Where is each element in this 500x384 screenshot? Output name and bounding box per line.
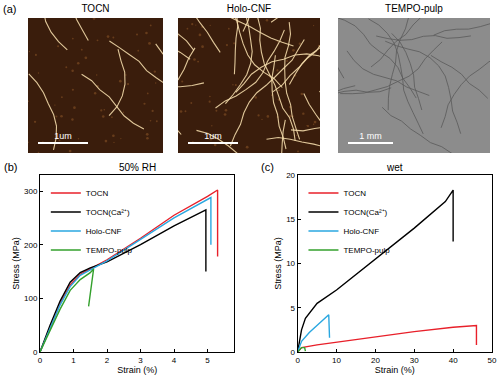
svg-text:300: 300 — [24, 187, 38, 196]
svg-text:200: 200 — [24, 241, 38, 250]
svg-text:0: 0 — [33, 348, 38, 357]
svg-text:Holo-CNF: Holo-CNF — [343, 227, 379, 236]
svg-text:Strain (%): Strain (%) — [375, 365, 415, 375]
svg-text:20: 20 — [286, 171, 295, 180]
svg-text:TEMPO-pulp: TEMPO-pulp — [343, 246, 390, 255]
svg-text:(a): (a) — [3, 3, 16, 15]
svg-text:wet: wet — [386, 162, 403, 173]
svg-text:50% RH: 50% RH — [119, 162, 156, 173]
svg-text:2: 2 — [105, 356, 110, 365]
svg-text:100: 100 — [24, 294, 38, 303]
svg-text:50: 50 — [488, 356, 497, 365]
svg-text:40: 40 — [449, 356, 458, 365]
svg-text:TEMPO-pulp: TEMPO-pulp — [86, 246, 133, 255]
svg-text:0: 0 — [38, 356, 43, 365]
svg-text:0: 0 — [295, 356, 300, 365]
svg-text:10: 10 — [286, 259, 295, 268]
svg-text:Stress (MPa): Stress (MPa) — [273, 237, 283, 290]
svg-text:(c): (c) — [261, 161, 274, 173]
svg-text:0: 0 — [291, 348, 296, 357]
svg-text:Holo-CNF: Holo-CNF — [86, 227, 122, 236]
svg-text:Holo-CNF: Holo-CNF — [227, 3, 271, 14]
svg-text:(b): (b) — [4, 161, 17, 173]
svg-text:TOCN(Ca²⁺): TOCN(Ca²⁺) — [86, 208, 130, 217]
svg-text:1um: 1um — [54, 131, 72, 141]
svg-text:1: 1 — [71, 356, 76, 365]
svg-text:15: 15 — [286, 215, 295, 224]
svg-text:1um: 1um — [204, 131, 222, 141]
svg-text:1 mm: 1 mm — [359, 131, 382, 141]
svg-text:TEMPO-pulp: TEMPO-pulp — [385, 3, 443, 14]
svg-text:10: 10 — [332, 356, 341, 365]
svg-text:TOCN: TOCN — [81, 3, 109, 14]
svg-text:TOCN(Ca²⁺): TOCN(Ca²⁺) — [343, 208, 387, 217]
svg-text:30: 30 — [410, 356, 419, 365]
svg-text:5: 5 — [205, 356, 210, 365]
svg-text:TOCN: TOCN — [343, 189, 366, 198]
svg-text:Stress (MPa): Stress (MPa) — [11, 237, 21, 290]
svg-text:3: 3 — [138, 356, 143, 365]
svg-text:TOCN: TOCN — [86, 189, 109, 198]
svg-text:Strain (%): Strain (%) — [117, 365, 157, 375]
svg-text:4: 4 — [172, 356, 177, 365]
svg-text:20: 20 — [371, 356, 380, 365]
svg-text:5: 5 — [291, 304, 296, 313]
